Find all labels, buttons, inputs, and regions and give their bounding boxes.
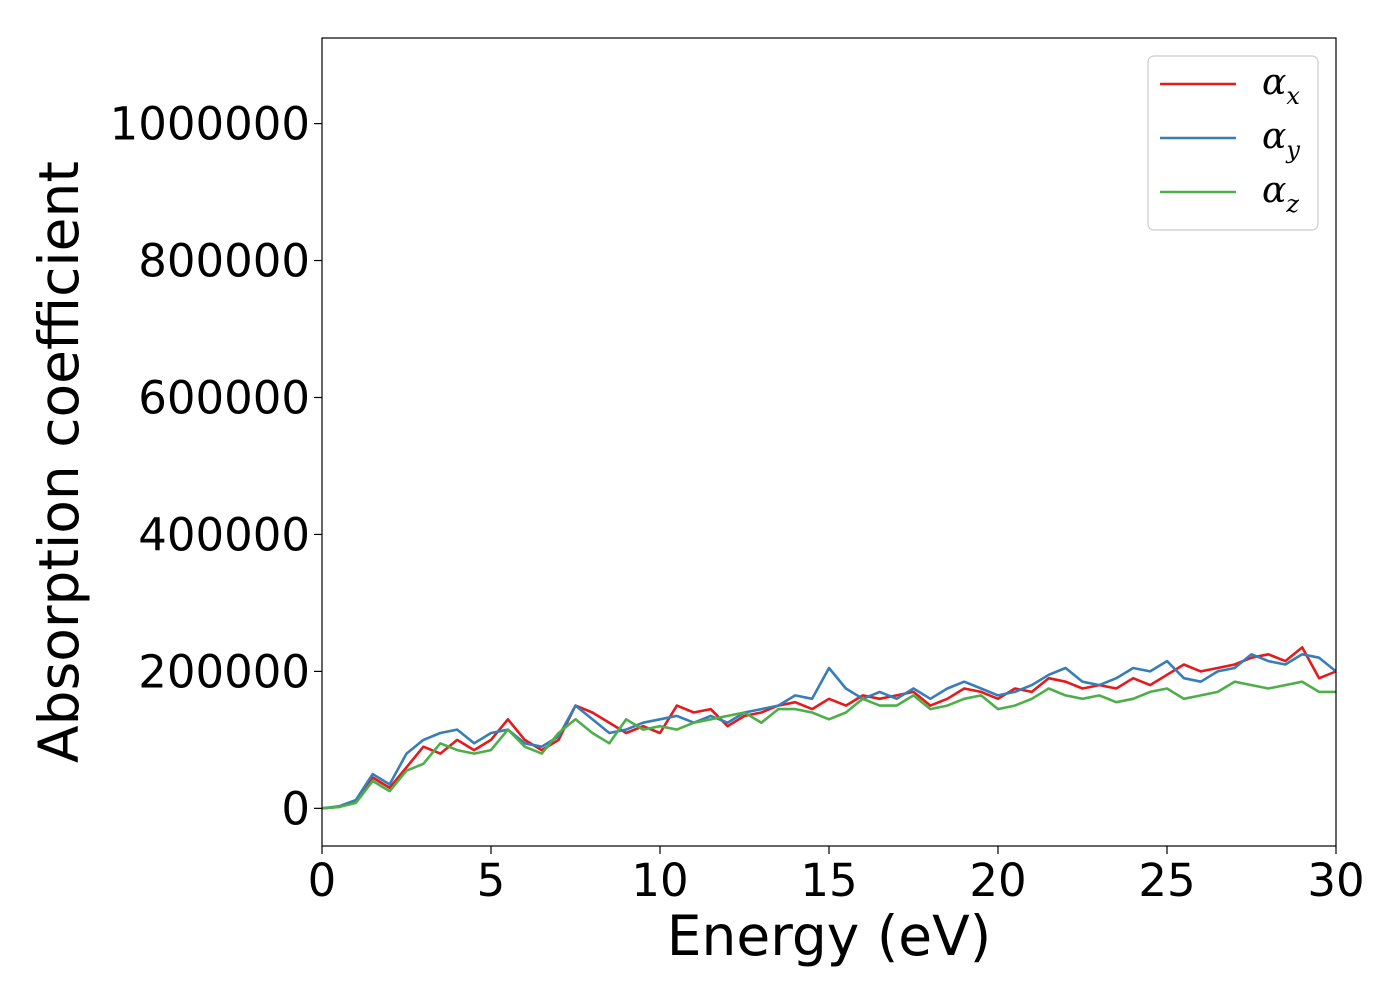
x-tick-label: 20 (969, 854, 1026, 907)
x-tick-label: 10 (631, 854, 688, 907)
y-tick-label: 200000 (138, 645, 310, 698)
series-line-y (322, 652, 1336, 810)
series-layer (322, 646, 1336, 810)
series-line-z (322, 680, 1336, 810)
x-axis-label: Energy (eV) (667, 904, 991, 968)
y-axis-label: Absorption coefficient (27, 161, 91, 763)
legend-box (1147, 55, 1319, 231)
legend-label-z: αz (1262, 170, 1299, 218)
y-tick-label: 1000000 (110, 98, 310, 151)
y-axis-ticks: 0 200000 400000 600000 800000 1000000 (110, 98, 322, 835)
x-tick-label: 30 (1307, 854, 1364, 907)
y-tick-label: 0 (281, 782, 310, 835)
x-tick-label: 25 (1138, 854, 1195, 907)
y-tick-label: 800000 (138, 235, 310, 288)
x-tick-label: 15 (800, 854, 857, 907)
x-axis-ticks: 0 5 10 15 20 25 30 (308, 846, 1365, 907)
legend: αx αy αz (1147, 55, 1319, 231)
series-line-x (322, 646, 1336, 810)
x-tick-label: 5 (477, 854, 506, 907)
legend-label-y: αy (1262, 116, 1300, 164)
x-tick-label: 0 (308, 854, 337, 907)
y-tick-label: 400000 (138, 508, 310, 561)
legend-label-x: αx (1262, 62, 1300, 110)
y-tick-label: 600000 (138, 371, 310, 424)
